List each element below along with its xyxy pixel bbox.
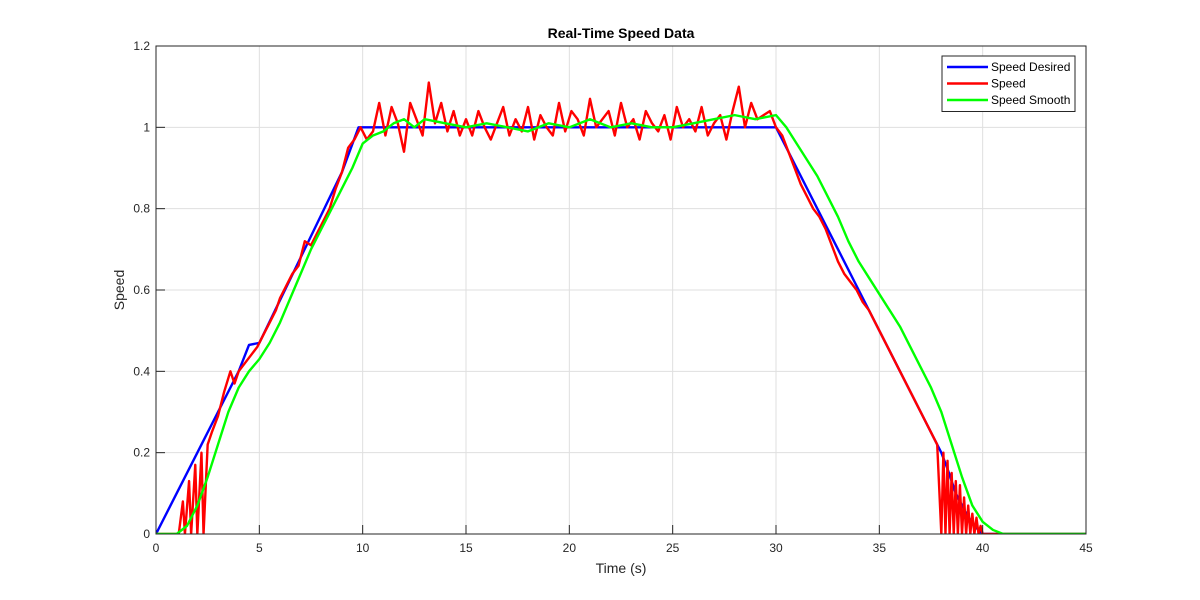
y-tick-label: 0.8 xyxy=(133,202,150,216)
legend-label-speed-desired: Speed Desired xyxy=(991,60,1070,74)
ticks: 0 5 10 15 20 25 30 35 40 45 0 0.2 0.4 0.6 0.8 1 1.2 xyxy=(133,39,1093,555)
x-axis-label: Time (s) xyxy=(596,560,647,576)
y-axis-label: Speed xyxy=(111,270,127,310)
y-tick-label: 0.6 xyxy=(133,283,150,297)
y-tick-label: 1.2 xyxy=(133,39,150,53)
x-tick-label: 5 xyxy=(256,541,263,555)
legend-label-speed-smooth: Speed Smooth xyxy=(991,93,1070,107)
x-tick-label: 30 xyxy=(769,541,783,555)
y-tick-label: 0.4 xyxy=(133,364,150,378)
x-tick-label: 35 xyxy=(873,541,887,555)
x-tick-label: 40 xyxy=(976,541,990,555)
x-tick-label: 25 xyxy=(666,541,680,555)
y-tick-label: 0 xyxy=(143,527,150,541)
legend-label-speed: Speed xyxy=(991,77,1026,91)
x-tick-label: 20 xyxy=(563,541,577,555)
y-tick-label: 0.2 xyxy=(133,446,150,460)
series-line-speed xyxy=(156,81,1086,534)
x-tick-label: 10 xyxy=(356,541,370,555)
plot-area: 0 5 10 15 20 25 30 35 40 45 0 0.2 0.4 0.6 0.8 1 1.2 xyxy=(133,39,1093,555)
series-line-speed-smooth xyxy=(156,113,1086,534)
chart-title: Real-Time Speed Data xyxy=(548,25,695,41)
x-tick-label: 15 xyxy=(459,541,473,555)
x-tick-label: 0 xyxy=(153,541,160,555)
x-tick-label: 45 xyxy=(1079,541,1093,555)
series-line-speed-desired xyxy=(156,126,1086,534)
legend-box xyxy=(941,55,1076,112)
series-layer xyxy=(156,81,1086,534)
y-tick-label: 1 xyxy=(143,120,150,134)
legend: Speed Desired Speed Speed Smooth xyxy=(941,55,1076,112)
